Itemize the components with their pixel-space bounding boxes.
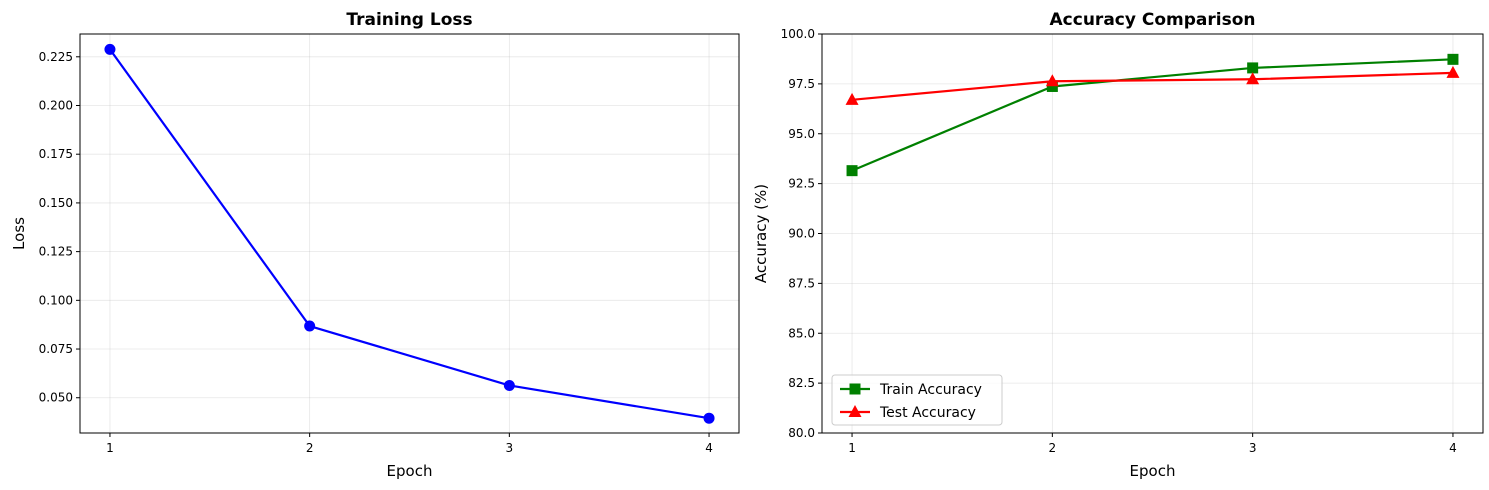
data-point bbox=[845, 92, 859, 105]
y-tick-label: 90.0 bbox=[788, 227, 815, 241]
legend-box bbox=[831, 374, 1003, 426]
y-axis-label: Loss bbox=[10, 217, 28, 250]
series-line bbox=[851, 58, 1454, 172]
accuracy-comparison-chart: 80.0 82.5 85.0 87.5 90.0 92.5 95.0 97.5 100.0 1 2… bbox=[752, 10, 1484, 480]
y-tick-label: 0.200 bbox=[39, 99, 73, 113]
legend-marker bbox=[849, 383, 861, 395]
y-tick-label: 80.0 bbox=[788, 426, 815, 440]
legend-label: Test Accuracy bbox=[879, 405, 976, 421]
legend-marker bbox=[848, 405, 862, 417]
y-axis: 0.050 0.075 0.100 0.125 0.150 0.175 0.200 0.225 bbox=[39, 50, 80, 405]
chart-title: Accuracy Comparison bbox=[1050, 10, 1256, 30]
x-tick-label: 3 bbox=[1249, 441, 1257, 455]
x-tick-label: 1 bbox=[106, 441, 114, 455]
x-axis: 1 2 3 4 bbox=[106, 433, 713, 455]
series bbox=[104, 43, 715, 424]
y-tick-label: 0.100 bbox=[39, 293, 73, 307]
y-tick-label: 0.050 bbox=[39, 391, 73, 405]
y-tick-label: 0.150 bbox=[39, 196, 73, 210]
series-1 bbox=[845, 65, 1460, 105]
y-tick-label: 95.0 bbox=[788, 127, 815, 141]
data-point bbox=[304, 320, 316, 332]
x-tick-label: 4 bbox=[705, 441, 713, 455]
x-axis-label: Epoch bbox=[1130, 462, 1176, 480]
legend-label: Train Accuracy bbox=[879, 382, 982, 398]
series-line bbox=[109, 48, 710, 420]
y-axis-label: Accuracy (%) bbox=[752, 184, 770, 283]
y-tick-label: 0.075 bbox=[39, 342, 73, 356]
data-point bbox=[1247, 62, 1259, 74]
y-tick-label: 82.5 bbox=[788, 376, 815, 390]
series-0 bbox=[104, 43, 715, 424]
series bbox=[845, 53, 1460, 177]
data-point bbox=[104, 43, 116, 55]
y-tick-label: 92.5 bbox=[788, 177, 815, 191]
x-tick-label: 2 bbox=[1049, 441, 1057, 455]
series-line bbox=[851, 71, 1453, 101]
grid bbox=[80, 34, 739, 433]
legend: Train Accuracy Test Accuracy bbox=[831, 374, 1003, 426]
plot-frame bbox=[79, 33, 740, 434]
legend-entry: Test Accuracy bbox=[840, 405, 976, 421]
x-axis: 1 2 3 4 bbox=[848, 433, 1457, 455]
y-tick-label: 0.125 bbox=[39, 245, 73, 259]
x-axis-label: Epoch bbox=[387, 462, 433, 480]
legend-entry: Train Accuracy bbox=[840, 382, 982, 398]
x-tick-label: 3 bbox=[506, 441, 514, 455]
x-tick-label: 2 bbox=[306, 441, 314, 455]
data-point bbox=[1046, 80, 1058, 92]
data-point bbox=[503, 379, 515, 391]
y-tick-label: 97.5 bbox=[788, 77, 815, 91]
y-tick-label: 100.0 bbox=[781, 27, 815, 41]
data-point bbox=[1246, 72, 1260, 85]
y-tick-label: 87.5 bbox=[788, 276, 815, 290]
training-loss-chart: 0.050 0.075 0.100 0.125 0.150 0.175 0.200 0.225… bbox=[10, 10, 740, 480]
data-point bbox=[1446, 65, 1460, 78]
chart-title: Training Loss bbox=[346, 10, 472, 30]
data-point bbox=[703, 412, 715, 424]
data-point bbox=[1447, 53, 1459, 65]
series-0 bbox=[846, 53, 1459, 177]
data-point bbox=[846, 165, 858, 177]
x-tick-label: 4 bbox=[1449, 441, 1457, 455]
x-tick-label: 1 bbox=[848, 441, 856, 455]
y-tick-label: 0.175 bbox=[39, 147, 73, 161]
y-axis: 80.0 82.5 85.0 87.5 90.0 92.5 95.0 97.5 100.0 bbox=[781, 27, 822, 440]
data-point bbox=[1045, 74, 1059, 87]
y-tick-label: 85.0 bbox=[788, 326, 815, 340]
y-tick-label: 0.225 bbox=[39, 50, 73, 64]
